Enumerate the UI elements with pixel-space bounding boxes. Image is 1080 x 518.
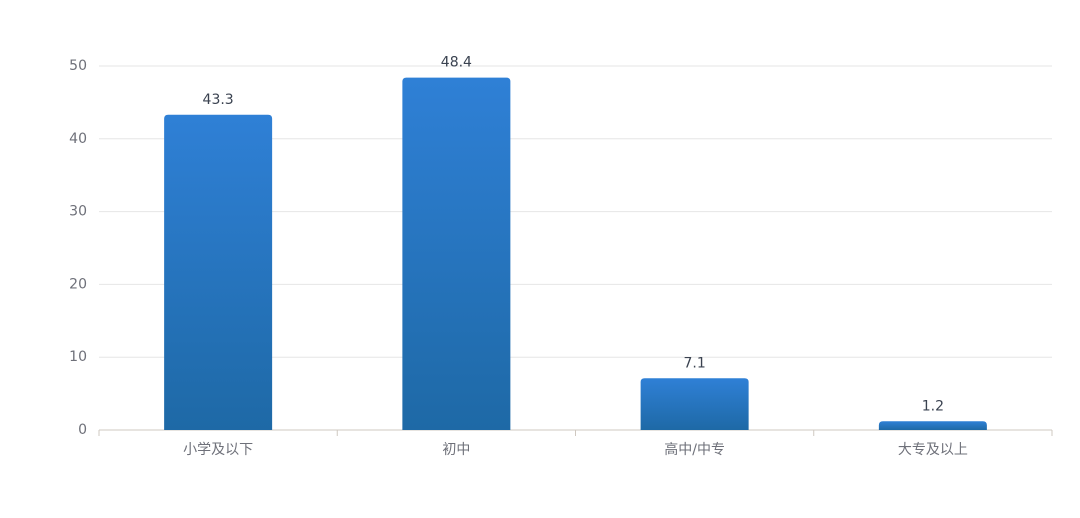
x-tick-label: 小学及以下 (183, 442, 253, 458)
x-tick-label: 大专及以上 (898, 442, 968, 458)
bar (640, 378, 749, 430)
bar (878, 421, 987, 430)
y-tick-label: 20 (69, 276, 87, 292)
value-label: 48.4 (441, 55, 472, 71)
value-label: 1.2 (922, 398, 944, 414)
y-tick-label: 0 (78, 422, 87, 438)
y-tick-label: 40 (69, 131, 87, 147)
x-tick-label: 初中 (442, 441, 470, 458)
value-label: 43.3 (203, 92, 234, 108)
y-tick-label: 30 (69, 204, 87, 220)
y-tick-label: 10 (69, 349, 87, 365)
value-label: 7.1 (683, 355, 705, 371)
x-tick-label: 高中/中专 (664, 441, 725, 458)
y-tick-label: 50 (69, 58, 87, 74)
bar (164, 114, 273, 430)
bar (402, 77, 511, 430)
